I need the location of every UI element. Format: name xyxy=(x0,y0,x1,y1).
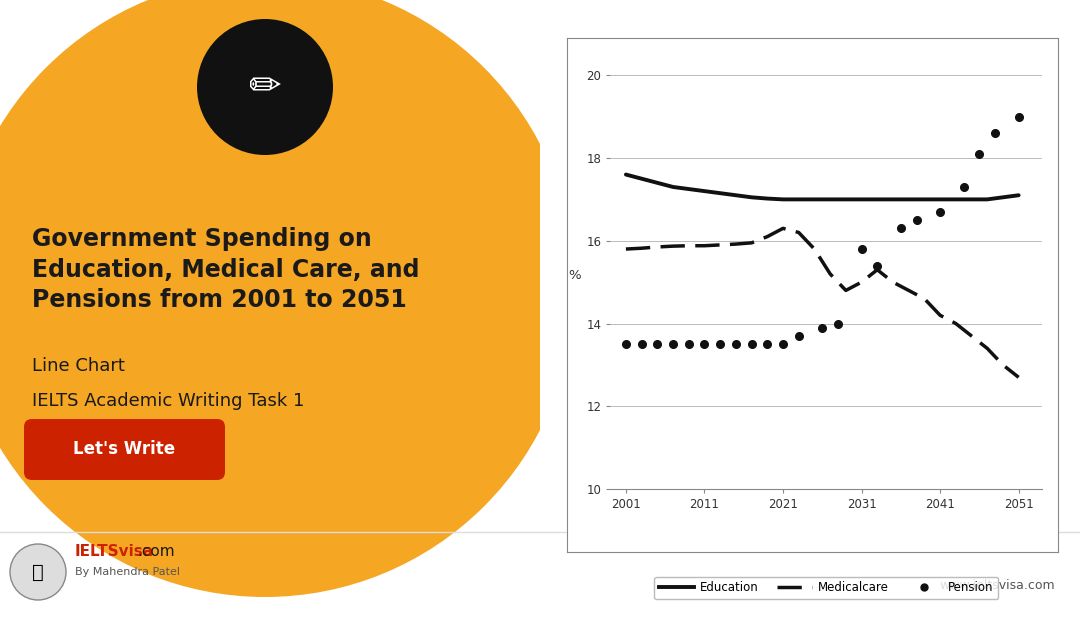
Circle shape xyxy=(197,19,333,155)
FancyBboxPatch shape xyxy=(540,0,1080,627)
Text: Line Chart: Line Chart xyxy=(32,357,125,375)
Y-axis label: %: % xyxy=(569,269,581,282)
Legend: Education, Medicalcare, Pension: Education, Medicalcare, Pension xyxy=(654,577,998,599)
Text: By Mahendra Patel: By Mahendra Patel xyxy=(75,567,180,577)
Text: www.ieltsvisa.com: www.ieltsvisa.com xyxy=(940,579,1055,592)
FancyBboxPatch shape xyxy=(24,419,225,480)
Circle shape xyxy=(10,544,66,600)
Text: ✏: ✏ xyxy=(248,68,281,106)
Text: .com: .com xyxy=(137,544,175,559)
Text: 🎓: 🎓 xyxy=(32,562,44,581)
Circle shape xyxy=(0,0,575,597)
Text: Let's Write: Let's Write xyxy=(73,440,175,458)
Text: IELTS Academic Writing Task 1: IELTS Academic Writing Task 1 xyxy=(32,392,305,410)
Text: IELTSvisa: IELTSvisa xyxy=(75,544,154,559)
Text: Government Spending on
Education, Medical Care, and
Pensions from 2001 to 2051: Government Spending on Education, Medica… xyxy=(32,227,419,312)
